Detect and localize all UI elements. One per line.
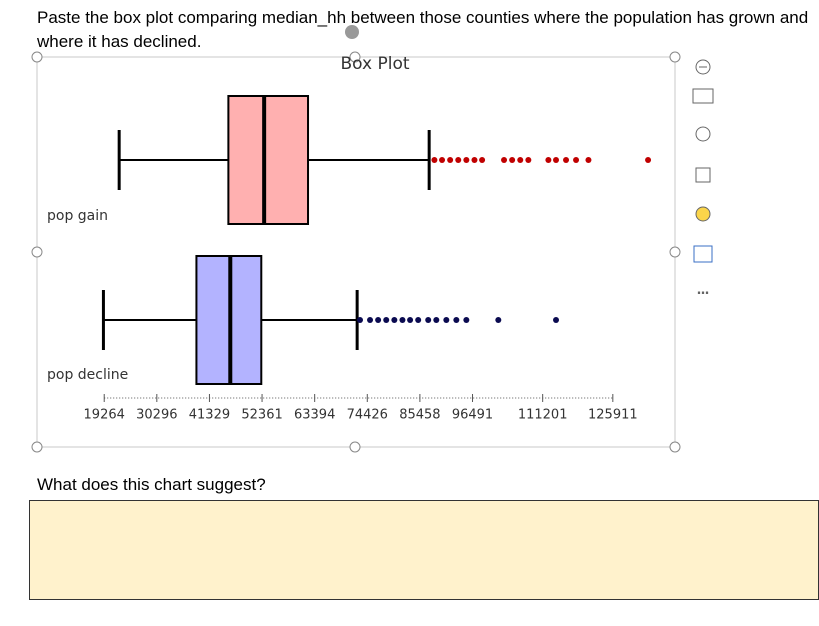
chart-title: Box Plot xyxy=(340,54,409,74)
outlier xyxy=(391,317,398,323)
outlier xyxy=(553,157,560,163)
outlier xyxy=(509,157,516,163)
outlier xyxy=(495,317,502,323)
outlier xyxy=(367,317,374,323)
x-tick-label: 125911 xyxy=(588,408,638,423)
outlier xyxy=(553,317,560,323)
outlier xyxy=(471,157,478,163)
outlier xyxy=(517,157,524,163)
answer-box[interactable] xyxy=(29,500,819,600)
outlier xyxy=(545,157,552,163)
outlier xyxy=(447,157,454,163)
outlier xyxy=(433,317,440,323)
outlier xyxy=(585,157,592,163)
outlier xyxy=(431,157,438,163)
box xyxy=(227,95,310,225)
outlier xyxy=(501,157,508,163)
outlier xyxy=(455,157,462,163)
outlier xyxy=(425,317,432,323)
outlier xyxy=(375,317,382,323)
question: Paste the box plot comparing median_hh b… xyxy=(37,8,809,51)
outlier xyxy=(383,317,390,323)
toolbar[interactable]: ⋯ xyxy=(692,59,714,300)
x-tick-label: 85458 xyxy=(399,408,440,423)
x-tick-label: 52361 xyxy=(241,408,282,423)
outlier xyxy=(357,317,364,323)
outlier xyxy=(563,157,570,163)
chart: ⋯ Box Plot 19264 30296 41329 52361 63394 7442… xyxy=(31,25,714,453)
image-frame xyxy=(36,56,676,448)
svg-text:⋯: ⋯ xyxy=(697,286,709,300)
category-label: pop gain xyxy=(47,208,108,224)
x-tick-label: 19264 xyxy=(84,408,125,423)
category-label: pop decline xyxy=(47,367,128,383)
x-tick-label: 74426 xyxy=(347,408,388,423)
x-tick-label: 41329 xyxy=(189,408,230,423)
x-tick-label: 96491 xyxy=(452,408,493,423)
x-tick-label: 111201 xyxy=(518,408,568,423)
outlier xyxy=(407,317,414,323)
handles[interactable] xyxy=(31,25,681,453)
prompt: What does this chart suggest? xyxy=(37,475,266,494)
outlier xyxy=(573,157,580,163)
outlier xyxy=(399,317,406,323)
outlier xyxy=(443,317,450,323)
outlier xyxy=(453,317,460,323)
outlier xyxy=(463,157,470,163)
outlier xyxy=(415,317,422,323)
outlier xyxy=(525,157,532,163)
x-tick-label: 63394 xyxy=(294,408,335,423)
outlier xyxy=(645,157,652,163)
outlier xyxy=(479,157,486,163)
x-tick-label: 30296 xyxy=(136,408,177,423)
outlier xyxy=(463,317,470,323)
outlier xyxy=(439,157,446,163)
